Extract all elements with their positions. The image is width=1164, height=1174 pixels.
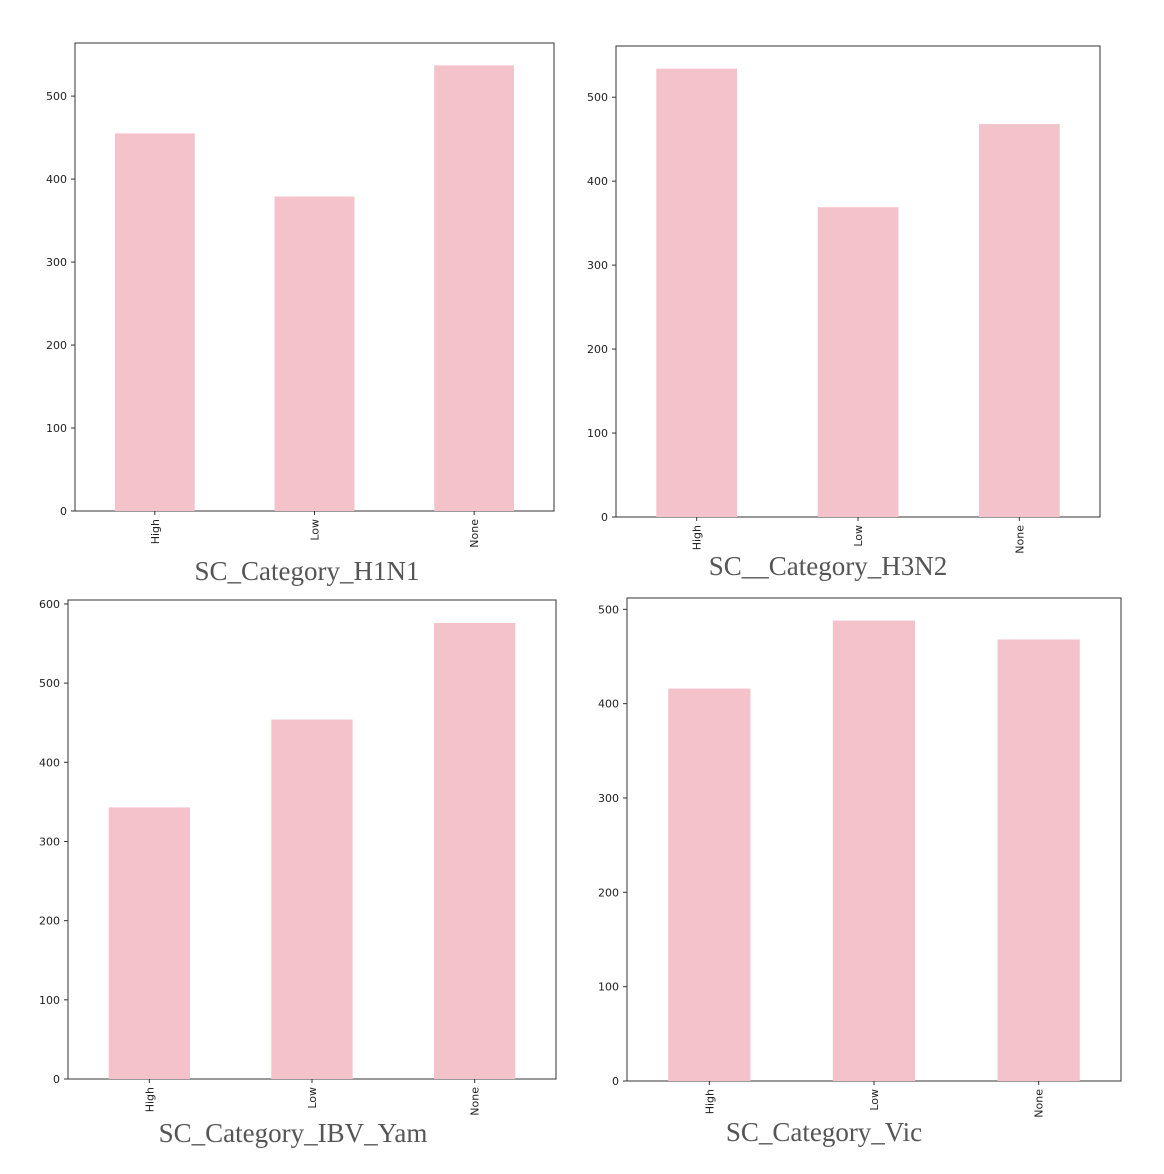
y-tick-label: 500	[46, 90, 67, 103]
y-tick-label: 200	[587, 343, 608, 356]
y-tick-label: 100	[598, 981, 619, 994]
y-tick-label: 500	[39, 677, 60, 690]
bar-high	[656, 68, 737, 517]
y-tick-label: 600	[39, 598, 60, 611]
y-tick-label: 0	[60, 505, 67, 518]
x-tick-label: High	[691, 525, 704, 550]
bar-none	[997, 639, 1080, 1081]
chart-title: SC_Category_Vic	[726, 1117, 922, 1147]
y-tick-label: 100	[46, 422, 67, 435]
x-tick-label: None	[468, 519, 481, 548]
bar-high	[114, 133, 195, 511]
x-tick-label: Low	[868, 1089, 881, 1111]
y-tick-label: 200	[39, 915, 60, 928]
y-tick-label: 500	[587, 91, 608, 104]
bar-low	[271, 719, 353, 1079]
x-tick-label: High	[703, 1089, 716, 1114]
x-tick-label: None	[469, 1087, 482, 1116]
bar-low	[274, 196, 355, 511]
x-tick-label: None	[1013, 525, 1026, 554]
chart-panel-h3n2: High Low None 0 100 200 300 400 500 SC__Category_…	[587, 45, 1101, 581]
y-tick-label: 400	[39, 756, 60, 769]
x-tick-label: Low	[309, 519, 322, 541]
y-tick-label: 300	[46, 256, 67, 269]
y-tick-label: 0	[612, 1075, 619, 1088]
bar-none	[434, 65, 514, 512]
x-tick-label: High	[143, 1087, 156, 1112]
y-tick-label: 400	[587, 175, 608, 188]
bar-low	[817, 207, 899, 517]
chart-panel-h1n1: High Low None 0 100 200 300 400 500 SC_Category_H…	[46, 42, 555, 586]
y-tick-label: 500	[598, 603, 619, 616]
y-tick-label: 0	[601, 511, 608, 524]
x-tick-label: None	[1033, 1089, 1046, 1118]
y-tick-label: 100	[587, 427, 608, 440]
chart-title: SC_Category_H1N1	[195, 556, 420, 586]
chart-title: SC_Category_IBV_Yam	[159, 1118, 428, 1148]
bar-high	[668, 688, 751, 1081]
bar-none	[434, 623, 516, 1079]
y-tick-label: 300	[39, 835, 60, 848]
bar-low	[832, 620, 916, 1081]
y-tick-label: 200	[598, 886, 619, 899]
y-tick-label: 300	[587, 259, 608, 272]
chart-title: SC__Category_H3N2	[709, 551, 948, 581]
bar-none	[979, 124, 1060, 517]
y-tick-label: 0	[53, 1073, 60, 1086]
bar-high	[108, 807, 190, 1079]
chart-panel-vic: High Low None 0 100 200 300 400 500 SC_Category_V…	[598, 597, 1122, 1147]
y-tick-label: 400	[598, 698, 619, 711]
chart-panel-ibv-yam: High Low None 0 100 200 300 400 500 600 SC_Categor…	[39, 598, 557, 1148]
x-tick-label: High	[149, 519, 162, 544]
x-tick-label: Low	[306, 1087, 319, 1109]
y-tick-label: 300	[598, 792, 619, 805]
y-tick-label: 100	[39, 994, 60, 1007]
y-tick-label: 200	[46, 339, 67, 352]
y-tick-label: 400	[46, 173, 67, 186]
x-tick-label: Low	[852, 525, 865, 547]
